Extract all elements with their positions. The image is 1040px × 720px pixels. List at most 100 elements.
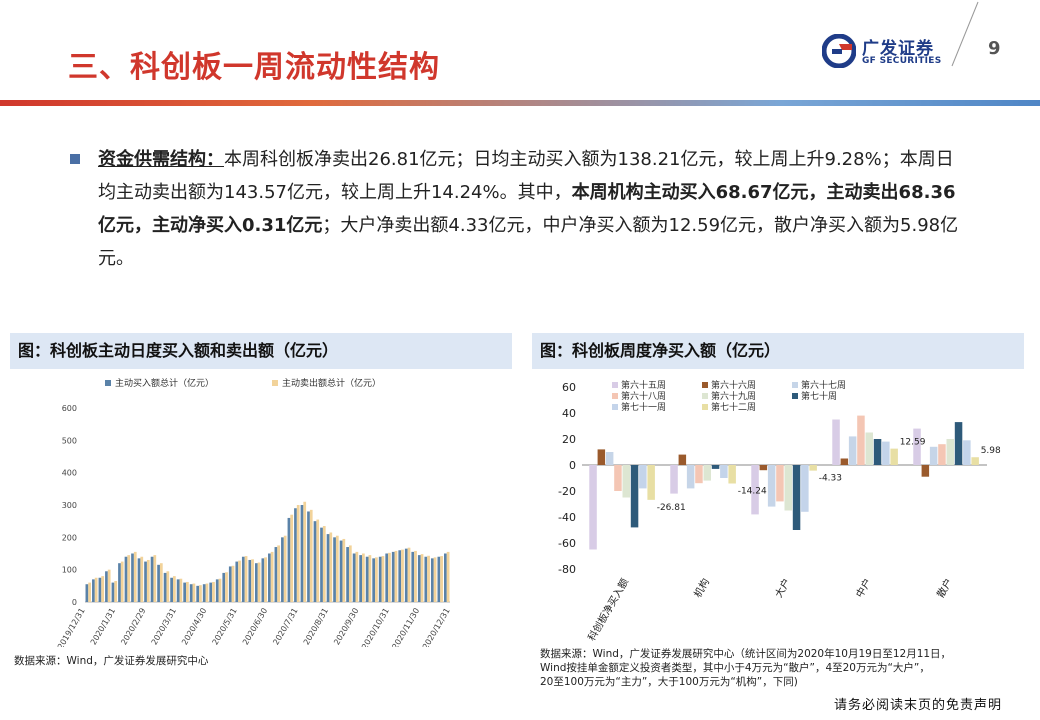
bar-week-1: [840, 458, 849, 465]
bar-sell: [368, 555, 372, 602]
bar-buy: [118, 563, 121, 602]
bar-sell: [179, 578, 183, 602]
bar-sell: [394, 550, 398, 602]
x-tick-label: 2020/8/31: [302, 607, 330, 647]
bar-buy: [333, 537, 336, 602]
summary-label: 资金供需结构：: [98, 149, 224, 170]
data-label: -4.33: [819, 474, 842, 484]
bar-week-0: [670, 465, 678, 494]
bar-sell: [225, 572, 228, 602]
x-tick-label: 2020/9/30: [332, 607, 360, 647]
bar-sell: [348, 545, 352, 602]
bar-sell: [296, 505, 300, 602]
bar-week-6: [801, 465, 809, 512]
bar-week-5: [630, 465, 639, 528]
legend-label: 第六十七周: [801, 379, 846, 391]
bar-sell: [199, 585, 202, 602]
bar-buy: [248, 559, 252, 602]
bar-week-6: [639, 465, 647, 489]
summary-seg3: ；大户净卖出额4.33亿元，中户净买入额为12.59亿元，散户净买入额为5.98…: [98, 215, 959, 269]
category-label: 中户: [853, 576, 874, 600]
bar-buy: [176, 579, 180, 602]
bar-buy: [131, 553, 134, 602]
bar-week-6: [963, 440, 971, 465]
legend-swatch: [612, 393, 618, 399]
legend-swatch: [702, 404, 708, 410]
bar-sell: [192, 583, 196, 602]
bar-buy: [437, 556, 441, 602]
bar-buy: [300, 505, 304, 602]
bar-buy: [385, 553, 389, 602]
legend-label: 主动买入额总计（亿元）: [115, 377, 214, 389]
bar-week-5: [954, 422, 963, 465]
bar-week-6: [720, 465, 728, 478]
bar-buy: [287, 517, 291, 602]
bar-week-4: [622, 465, 631, 498]
y-tick-label: 20: [562, 433, 576, 446]
bar-sell: [427, 555, 430, 602]
legend-label: 第六十八周: [621, 390, 666, 402]
bar-sell: [375, 557, 378, 602]
bar-sell: [277, 545, 281, 602]
bar-sell: [342, 538, 346, 602]
bar-week-1: [597, 449, 606, 465]
bar-week-5: [792, 465, 801, 530]
y-tick-label: 0: [72, 598, 77, 607]
legend-swatch: [792, 393, 798, 399]
bar-week-7: [728, 465, 736, 484]
y-tick-label: 200: [62, 533, 77, 542]
bar-buy: [274, 547, 278, 602]
bar-buy: [163, 572, 167, 602]
legend-label: 第七十周: [801, 390, 837, 402]
bar-sell: [133, 551, 137, 602]
legend-label: 主动卖出额总计（亿元）: [282, 377, 381, 389]
bar-sell: [244, 556, 248, 602]
bar-week-3: [776, 465, 784, 502]
header-gradient-bar: [0, 100, 1040, 106]
bar-week-1: [921, 465, 930, 477]
x-tick-label: 2020/6/30: [241, 607, 269, 647]
bar-buy: [417, 555, 421, 602]
bar-buy: [398, 550, 402, 602]
bar-week-2: [929, 446, 938, 465]
bar-week-7: [971, 457, 979, 465]
bar-buy: [215, 579, 219, 602]
weekly-net-buy-chart: 60 40 20 0 -20 -40 -60 -80 科创板净买入额 机构 大户 中户 散户 -26.81…: [558, 379, 1001, 642]
x-tick-label: 2020/7/31: [271, 607, 299, 647]
bar-week-3: [938, 444, 946, 465]
bar-sell: [433, 557, 437, 602]
y-tick-label: 300: [62, 501, 77, 510]
y-tick-label: -80: [558, 563, 576, 576]
bar-buy: [150, 556, 154, 602]
bar-sell: [218, 578, 222, 602]
x-tick-label: 2020/1/31: [89, 607, 117, 647]
bar-week-6: [882, 441, 890, 465]
bar-week-3: [857, 415, 865, 465]
bar-buy: [183, 582, 187, 602]
bar-sell: [407, 547, 411, 602]
bar-buy: [105, 571, 108, 602]
bar-week-7: [647, 465, 655, 500]
bar-sell: [440, 556, 443, 602]
bar-sell: [381, 556, 385, 602]
y-tick-label: -60: [558, 537, 576, 550]
left-chart-source: 数据来源：Wind，广发证券发展研究中心: [14, 655, 209, 667]
bar-sell: [401, 549, 404, 602]
category-label: 大户: [772, 576, 793, 600]
bar-buy: [261, 558, 265, 602]
bar-sell: [264, 557, 267, 602]
x-tick-label: 2020/11/30: [390, 607, 421, 648]
x-tick-label: 2020/4/30: [180, 607, 208, 647]
bar-buy: [137, 558, 141, 602]
bar-buy: [124, 556, 128, 602]
legend-swatch: [105, 380, 111, 386]
bar-sell: [362, 553, 365, 602]
bar-sell: [251, 559, 254, 602]
bar-buy: [326, 534, 330, 602]
bar-buy: [339, 540, 343, 602]
right-chart-source-2: Wind按挂单金额定义投资者类型，其中小于4万元为“散户”，4至20万元为“大户…: [540, 662, 930, 674]
right-chart-source-1: 数据来源：Wind，广发证券发展研究中心（统计区间为2020年10月19日至12…: [540, 648, 952, 660]
bar-week-7: [890, 448, 898, 465]
bar-buy: [235, 561, 239, 602]
bar-sell: [153, 555, 157, 602]
